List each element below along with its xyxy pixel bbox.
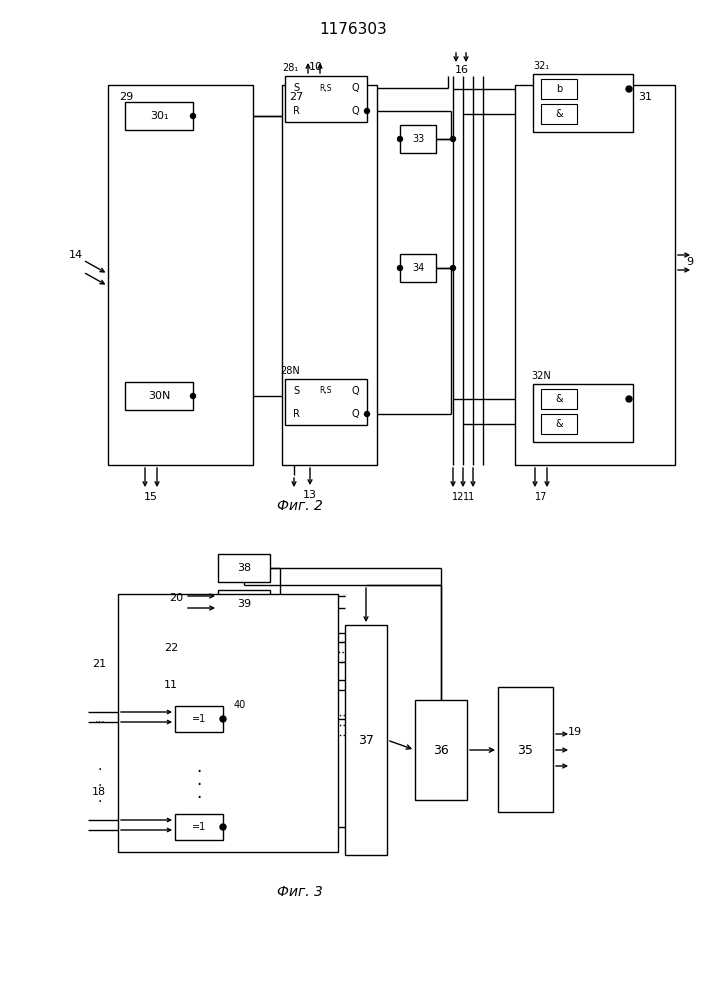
- Text: ·: ·: [197, 776, 201, 794]
- Text: 31: 31: [638, 92, 652, 102]
- Circle shape: [220, 716, 226, 722]
- Bar: [285, 76, 367, 122]
- Circle shape: [397, 265, 402, 270]
- Text: 16: 16: [455, 65, 469, 75]
- Text: ·
·
·: · · ·: [98, 763, 103, 809]
- Text: 19: 19: [568, 727, 582, 737]
- Text: 11: 11: [164, 680, 178, 690]
- Text: 17: 17: [534, 492, 547, 502]
- Text: &: &: [555, 419, 563, 429]
- Text: =1: =1: [192, 714, 206, 724]
- Circle shape: [220, 824, 226, 830]
- Bar: [285, 379, 367, 425]
- Text: 32₁: 32₁: [533, 61, 549, 71]
- Text: R,S: R,S: [319, 84, 332, 93]
- Bar: [400, 254, 436, 282]
- Circle shape: [190, 393, 196, 398]
- Text: &: &: [555, 394, 563, 404]
- Text: 11: 11: [463, 492, 475, 502]
- Text: =1: =1: [192, 822, 206, 832]
- Text: 33: 33: [412, 134, 424, 144]
- Text: Фиг. 2: Фиг. 2: [277, 499, 323, 513]
- Text: 40: 40: [234, 700, 246, 710]
- Bar: [125, 382, 193, 410]
- Bar: [541, 414, 577, 434]
- Text: 38: 38: [237, 563, 251, 573]
- Circle shape: [190, 113, 196, 118]
- Bar: [108, 85, 253, 465]
- Text: 30₁: 30₁: [150, 111, 168, 121]
- Text: 18: 18: [92, 787, 106, 797]
- Text: b: b: [556, 84, 562, 94]
- Text: 12: 12: [452, 492, 464, 502]
- Text: R,S: R,S: [319, 386, 332, 395]
- Text: 22: 22: [164, 643, 178, 653]
- Text: ·: ·: [197, 789, 201, 807]
- Text: 10: 10: [309, 62, 323, 72]
- Text: 30N: 30N: [148, 391, 170, 401]
- Circle shape: [365, 108, 370, 113]
- Bar: [533, 384, 633, 442]
- Text: 15: 15: [144, 492, 158, 502]
- Text: Q: Q: [351, 386, 359, 396]
- Text: Q̄: Q̄: [351, 409, 359, 419]
- Text: Q: Q: [351, 83, 359, 93]
- Text: 9: 9: [686, 257, 694, 267]
- Text: ·: ·: [197, 763, 201, 781]
- Text: ...: ...: [95, 714, 106, 724]
- Text: R: R: [293, 409, 300, 419]
- Bar: [533, 74, 633, 132]
- Text: 36: 36: [433, 744, 449, 756]
- Circle shape: [626, 396, 632, 402]
- Text: 28N: 28N: [280, 366, 300, 376]
- Bar: [415, 700, 467, 800]
- Text: 29: 29: [119, 92, 133, 102]
- Bar: [282, 85, 377, 465]
- Bar: [118, 594, 338, 852]
- Text: 39: 39: [237, 599, 251, 609]
- Bar: [498, 687, 553, 812]
- Text: 32N: 32N: [531, 371, 551, 381]
- Text: S: S: [293, 386, 299, 396]
- Circle shape: [365, 412, 370, 416]
- Text: Фиг. 3: Фиг. 3: [277, 885, 323, 899]
- Text: 27: 27: [289, 92, 303, 102]
- Circle shape: [450, 265, 455, 270]
- Bar: [218, 554, 270, 582]
- Text: S: S: [293, 83, 299, 93]
- Text: 13: 13: [303, 490, 317, 500]
- Text: 21: 21: [92, 659, 106, 669]
- Text: &: &: [555, 109, 563, 119]
- Text: Q̄: Q̄: [351, 106, 359, 116]
- Text: 28₁: 28₁: [282, 63, 298, 73]
- Bar: [541, 79, 577, 99]
- Bar: [175, 814, 223, 840]
- Bar: [541, 104, 577, 124]
- Text: 37: 37: [358, 734, 374, 746]
- Circle shape: [626, 86, 632, 92]
- Bar: [400, 125, 436, 153]
- Circle shape: [397, 136, 402, 141]
- Bar: [175, 706, 223, 732]
- Circle shape: [450, 136, 455, 141]
- Text: 20: 20: [169, 593, 183, 603]
- Text: 34: 34: [412, 263, 424, 273]
- Text: R: R: [293, 106, 300, 116]
- Bar: [515, 85, 675, 465]
- Text: 1176303: 1176303: [319, 22, 387, 37]
- Bar: [541, 389, 577, 409]
- Text: 14: 14: [69, 250, 83, 260]
- Text: 35: 35: [517, 744, 533, 756]
- Bar: [125, 102, 193, 130]
- Bar: [218, 590, 270, 618]
- Bar: [345, 625, 387, 855]
